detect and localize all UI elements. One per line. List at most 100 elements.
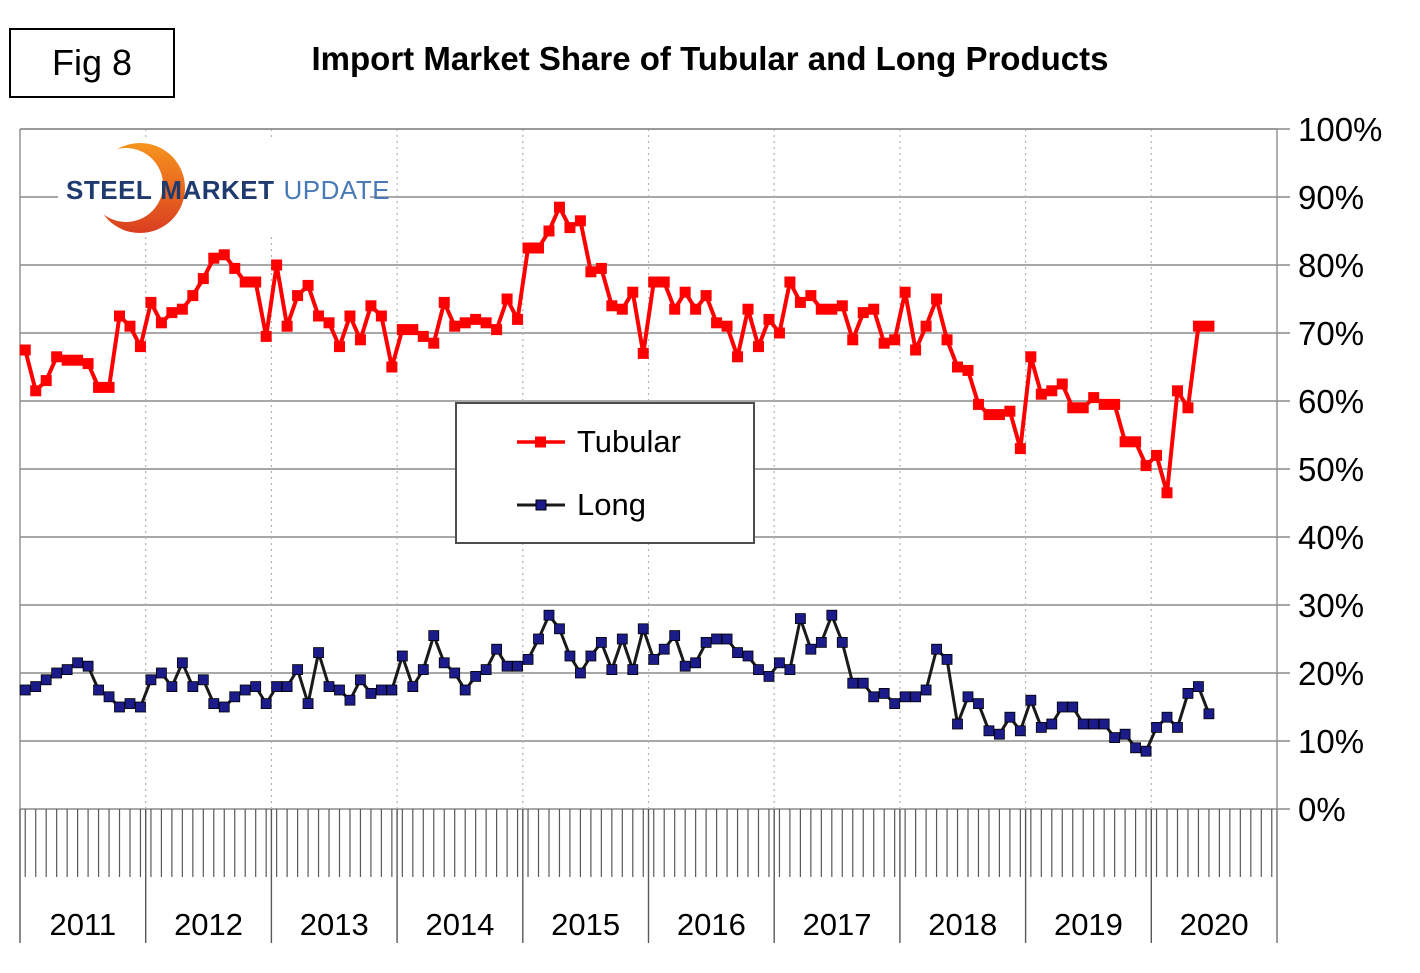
data-point-long (1172, 722, 1183, 733)
data-point-tubular (595, 262, 607, 274)
data-point-long (847, 677, 859, 689)
data-point-tubular (114, 310, 126, 322)
data-point-long (501, 660, 513, 672)
data-point-tubular (815, 303, 827, 315)
legend-marker-tubular-icon (517, 436, 565, 447)
x-axis-year-label: 2015 (551, 907, 620, 942)
data-point-tubular (134, 341, 146, 353)
legend-item-long: Long (457, 480, 753, 530)
data-point-tubular (1014, 443, 1026, 455)
data-point-long (187, 681, 199, 692)
legend: Tubular Long (455, 402, 755, 544)
data-point-tubular (72, 354, 84, 366)
data-point-long (836, 637, 848, 648)
data-point-tubular (51, 351, 63, 363)
data-point-tubular (1025, 351, 1037, 363)
data-point-long (805, 643, 817, 655)
data-point-tubular (19, 344, 31, 356)
data-point-tubular (553, 201, 565, 213)
data-point-long (899, 691, 911, 703)
data-point-long (910, 691, 922, 703)
data-point-long (878, 688, 890, 699)
data-point-tubular (1046, 385, 1058, 397)
data-point-long (30, 681, 42, 692)
data-point-long (72, 657, 84, 669)
y-axis-tick-label: 90% (1298, 179, 1364, 216)
data-point-tubular (889, 334, 901, 346)
data-point-long (522, 654, 534, 665)
data-point-long (753, 664, 764, 675)
data-point-long (93, 684, 104, 696)
data-point-long (1140, 745, 1152, 757)
data-point-long (1077, 718, 1089, 730)
data-point-tubular (669, 303, 681, 315)
data-point-tubular (690, 303, 702, 315)
data-point-long (889, 698, 901, 709)
data-point-tubular (972, 398, 984, 410)
data-point-tubular (700, 290, 712, 302)
data-point-long (857, 677, 869, 689)
x-axis-year-label: 2012 (174, 907, 243, 942)
y-axis-tick-label: 20% (1298, 655, 1364, 692)
data-point-long (1046, 718, 1058, 730)
data-point-long (627, 664, 639, 675)
data-point-long (700, 637, 712, 648)
data-point-tubular (847, 334, 859, 346)
data-point-tubular (1182, 402, 1194, 414)
y-axis-tick-label: 80% (1298, 247, 1364, 284)
data-point-long (239, 684, 251, 696)
x-axis-year-label: 2016 (677, 907, 746, 942)
data-point-tubular (993, 409, 1005, 421)
data-point-tubular (543, 225, 555, 237)
data-point-tubular (187, 290, 199, 302)
data-point-tubular (145, 296, 157, 308)
data-point-long (51, 667, 63, 679)
data-point-long (82, 660, 94, 672)
data-point-long (344, 694, 356, 706)
data-point-long (407, 681, 419, 692)
y-axis-tick-label: 0% (1298, 791, 1346, 828)
data-point-long (417, 664, 429, 675)
data-point-long (260, 698, 272, 709)
data-point-tubular (857, 307, 869, 319)
y-axis-tick-label: 30% (1298, 587, 1364, 624)
data-point-long (1151, 722, 1162, 733)
data-point-long (1130, 742, 1141, 754)
data-point-tubular (878, 337, 890, 349)
data-point-long (470, 671, 482, 682)
data-point-long (365, 688, 377, 699)
data-point-long (1056, 701, 1068, 713)
data-point-tubular (176, 303, 188, 315)
data-point-long (156, 667, 167, 679)
data-point-long (774, 657, 785, 669)
data-point-tubular (721, 320, 733, 332)
data-point-tubular (281, 320, 293, 332)
data-point-long (145, 674, 157, 686)
data-point-tubular (564, 222, 576, 234)
data-point-long (1109, 732, 1121, 743)
page-title: Import Market Share of Tubular and Long … (311, 40, 1109, 77)
data-point-tubular (103, 381, 115, 393)
data-point-tubular (40, 375, 52, 387)
data-point-tubular (438, 296, 450, 308)
data-point-long (815, 637, 827, 648)
data-point-tubular (250, 276, 262, 288)
data-point-long (323, 681, 335, 692)
data-point-tubular (711, 317, 723, 329)
data-point-long (334, 684, 345, 696)
data-point-long (868, 691, 880, 703)
data-point-long (271, 681, 283, 692)
data-point-tubular (407, 324, 419, 336)
data-point-tubular (229, 262, 241, 274)
data-point-long (1193, 681, 1204, 692)
legend-label-long: Long (577, 486, 646, 522)
x-axis-year-label: 2020 (1180, 907, 1249, 942)
data-point-tubular (606, 300, 618, 312)
data-point-long (648, 654, 660, 665)
data-point-tubular (648, 276, 660, 288)
data-point-tubular (868, 303, 880, 315)
data-point-long (637, 623, 649, 635)
data-point-tubular (82, 358, 94, 370)
data-point-tubular (1035, 388, 1047, 400)
